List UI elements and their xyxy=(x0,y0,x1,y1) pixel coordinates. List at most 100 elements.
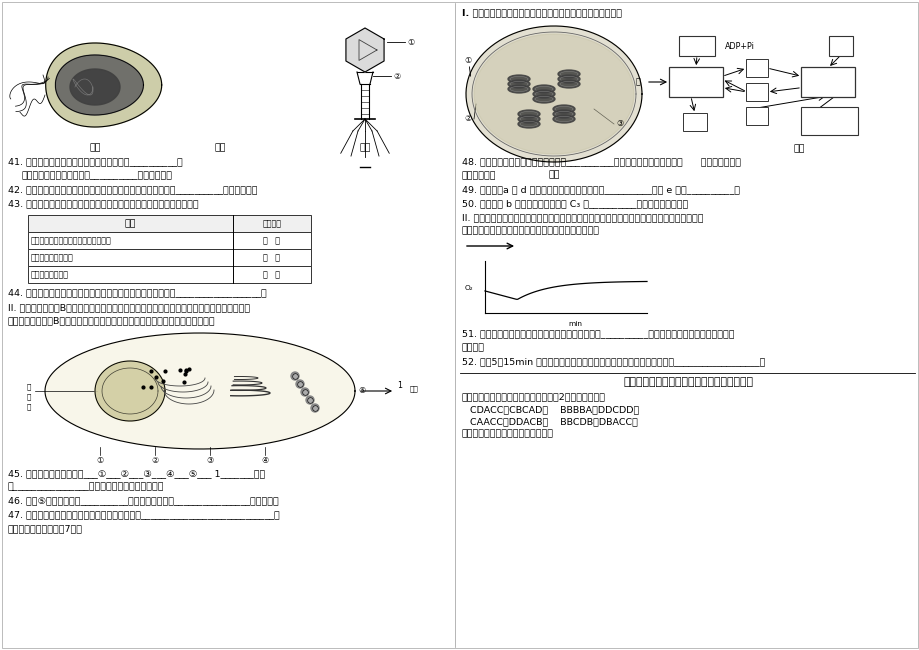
Text: 细: 细 xyxy=(27,383,31,389)
Text: ADP+Pi: ADP+Pi xyxy=(724,42,754,51)
Text: 过________________（结构式）连接形成多肽链。: 过________________（结构式）连接形成多肽链。 xyxy=(8,482,165,491)
Text: 42. 与高等绿色植物细胞相比，图甲所示细胞特有的细胞结构是__________。（填编号）: 42. 与高等绿色植物细胞相比，图甲所示细胞特有的细胞结构是__________… xyxy=(8,185,257,194)
Ellipse shape xyxy=(517,120,539,128)
Text: 图乙: 图乙 xyxy=(792,144,804,153)
Text: 52. 图中5～15min 内，该容器内氧气量增加的速率逐渐减小，主要原因是__________________。: 52. 图中5～15min 内，该容器内氧气量增加的速率逐渐减小，主要原因是__… xyxy=(461,357,765,366)
Text: ②: ② xyxy=(463,114,471,123)
FancyBboxPatch shape xyxy=(28,266,311,283)
Text: 的能量。: 的能量。 xyxy=(461,343,484,352)
Text: 外界与细胞进行物质和信息交流的结构: 外界与细胞进行物质和信息交流的结构 xyxy=(31,236,111,245)
FancyBboxPatch shape xyxy=(28,215,311,232)
Text: ③: ③ xyxy=(206,456,213,465)
Ellipse shape xyxy=(552,110,574,118)
Text: 1: 1 xyxy=(397,380,402,389)
Text: 二、简答题（共２０分，每空１分）: 二、简答题（共２０分，每空１分） xyxy=(461,429,553,438)
Polygon shape xyxy=(55,55,143,115)
Ellipse shape xyxy=(507,85,529,93)
Text: ⑤: ⑤ xyxy=(357,386,365,395)
Polygon shape xyxy=(70,69,119,105)
Ellipse shape xyxy=(532,85,554,93)
Text: ①: ① xyxy=(406,38,414,47)
FancyBboxPatch shape xyxy=(678,36,714,56)
Ellipse shape xyxy=(507,80,529,88)
Ellipse shape xyxy=(507,75,529,83)
Text: 功能: 功能 xyxy=(125,219,136,228)
Ellipse shape xyxy=(532,95,554,103)
Polygon shape xyxy=(45,333,355,449)
Ellipse shape xyxy=(532,90,554,98)
Text: 〔   〕: 〔 〕 xyxy=(263,236,280,245)
Circle shape xyxy=(296,380,303,388)
Text: 反应的场所。: 反应的场所。 xyxy=(461,171,496,180)
FancyBboxPatch shape xyxy=(745,59,767,77)
FancyBboxPatch shape xyxy=(682,113,706,131)
FancyBboxPatch shape xyxy=(828,36,852,56)
Polygon shape xyxy=(466,26,641,162)
FancyBboxPatch shape xyxy=(800,107,857,135)
Text: 47. 胰岛素在分泌过程中，依次经过的具膜结构是____________________________。: 47. 胰岛素在分泌过程中，依次经过的具膜结构是________________… xyxy=(8,510,279,519)
FancyBboxPatch shape xyxy=(28,249,311,266)
Text: b: b xyxy=(754,64,759,73)
Text: ②: ② xyxy=(152,456,158,465)
Ellipse shape xyxy=(558,80,579,88)
Text: a: a xyxy=(692,118,697,127)
Text: 核: 核 xyxy=(27,403,31,410)
Text: 暗反应: 暗反应 xyxy=(819,77,835,86)
Text: 41. 图甲、乙、丙中表示原核生物细胞的是图__________，: 41. 图甲、乙、丙中表示原核生物细胞的是图__________， xyxy=(8,157,183,166)
Text: 43. 根据表格中对相关结构的功能描述，将图甲中的编号填在相应位置。: 43. 根据表格中对相关结构的功能描述，将图甲中的编号填在相应位置。 xyxy=(8,199,199,208)
Text: 图甲: 图甲 xyxy=(89,143,101,152)
Text: 上通: 上通 xyxy=(410,385,418,391)
Text: 有氧呼吸的主要场所: 有氧呼吸的主要场所 xyxy=(31,253,74,262)
Text: 图乙: 图乙 xyxy=(214,143,225,152)
Text: 蛋白质的合成场所: 蛋白质的合成场所 xyxy=(31,270,69,279)
Text: O₂: O₂ xyxy=(464,285,472,291)
Text: I. 光合作用是地球上最重要的生物化学反应，请回答下列问题: I. 光合作用是地球上最重要的生物化学反应，请回答下列问题 xyxy=(461,8,621,17)
Text: ①: ① xyxy=(463,56,471,65)
Text: 45. 组成胰岛素的单体物质___①___②___③___④___⑤___ 1_______上通: 45. 组成胰岛素的单体物质___①___②___③___④___⑤___ 1_… xyxy=(8,469,265,478)
Ellipse shape xyxy=(552,115,574,123)
Polygon shape xyxy=(346,28,383,72)
FancyBboxPatch shape xyxy=(668,67,722,97)
Text: 44. 与图甲所示生物相比，图丙所示生物在结构上最大的特点是__________________。: 44. 与图甲所示生物相比，图丙所示生物在结构上最大的特点是__________… xyxy=(8,288,267,297)
Text: c: c xyxy=(754,88,758,96)
Text: ②: ② xyxy=(392,72,400,81)
Text: 一、选择题（只有一个正确选项，每题2分，共８０分）: 一、选择题（只有一个正确选项，每题2分，共８０分） xyxy=(461,392,606,401)
FancyBboxPatch shape xyxy=(745,107,767,125)
Text: （二）、糖脂代谢（共7分）: （二）、糖脂代谢（共7分） xyxy=(8,524,83,533)
Text: 〔   〕: 〔 〕 xyxy=(263,253,280,262)
Text: ④: ④ xyxy=(261,456,268,465)
Text: min: min xyxy=(567,321,582,327)
Text: e: e xyxy=(754,112,759,120)
Text: 图甲与图乙共有的细胞器是__________。（填文字）: 图甲与图乙共有的细胞器是__________。（填文字） xyxy=(22,171,173,180)
Polygon shape xyxy=(95,361,165,421)
Text: CAACC；DDACB；    BBCDB；DBACC；: CAACC；DDACB； BBCDB；DBACC； xyxy=(470,417,637,426)
Text: II. 某科研人员将绿色的小麦植株放在温度适宜的密闭容器内，在黑暗和适宜的光照条件下，测: II. 某科研人员将绿色的小麦植株放在温度适宜的密闭容器内，在黑暗和适宜的光照条… xyxy=(461,213,703,222)
Polygon shape xyxy=(46,43,162,127)
Text: 〔   〕: 〔 〕 xyxy=(263,270,280,279)
Text: 高一年级《生命科学》开学检测卷１参考答案: 高一年级《生命科学》开学检测卷１参考答案 xyxy=(623,377,753,387)
Text: 图甲: 图甲 xyxy=(548,170,559,179)
Text: d: d xyxy=(837,42,843,51)
Circle shape xyxy=(306,396,313,404)
Text: 胞: 胞 xyxy=(27,393,31,400)
FancyBboxPatch shape xyxy=(745,83,767,101)
Text: 51. 黑暗条件下，叶肉细胞可吸收容器内的氧气，在__________上被还原生成水，同时释放出大量: 51. 黑暗条件下，叶肉细胞可吸收容器内的氧气，在__________上被还原生… xyxy=(461,329,733,338)
Text: 光反应: 光反应 xyxy=(686,77,704,86)
FancyBboxPatch shape xyxy=(28,232,311,249)
Ellipse shape xyxy=(552,105,574,113)
Ellipse shape xyxy=(558,75,579,83)
Text: ①: ① xyxy=(96,456,104,465)
Text: II. 胰岛素是由胰岛B细胞受葡萄糖刺激而分泌的一种蛋白质类激素，是机体内唯一降低血糖的: II. 胰岛素是由胰岛B细胞受葡萄糖刺激而分泌的一种蛋白质类激素，是机体内唯一降… xyxy=(8,303,250,312)
Text: 定该容器内氧气量的变化如下图所示，回答下列问题：: 定该容器内氧气量的变化如下图所示，回答下列问题： xyxy=(461,226,599,235)
Text: 光: 光 xyxy=(635,77,640,86)
Text: 图丙: 图丙 xyxy=(358,143,370,152)
Text: 激素。下图为胰岛B细胞合成与分泌胰岛素的过程示意图，请据图回答下列问题：: 激素。下图为胰岛B细胞合成与分泌胰岛素的过程示意图，请据图回答下列问题： xyxy=(8,316,215,325)
Text: 50. 图乙中的 b 在光合作用中，它为 C₃ 的__________（过程）提供能量。: 50. 图乙中的 b 在光合作用中，它为 C₃ 的__________（过程）提… xyxy=(461,199,687,208)
Ellipse shape xyxy=(517,110,539,118)
FancyBboxPatch shape xyxy=(800,67,854,97)
Circle shape xyxy=(301,388,309,396)
Text: 46. 图中⑤分泌的过程为__________，体现了细胞膜的________________（特性）。: 46. 图中⑤分泌的过程为__________，体现了细胞膜的_________… xyxy=(8,496,278,505)
Polygon shape xyxy=(473,34,633,154)
Ellipse shape xyxy=(558,70,579,78)
Circle shape xyxy=(290,372,299,380)
